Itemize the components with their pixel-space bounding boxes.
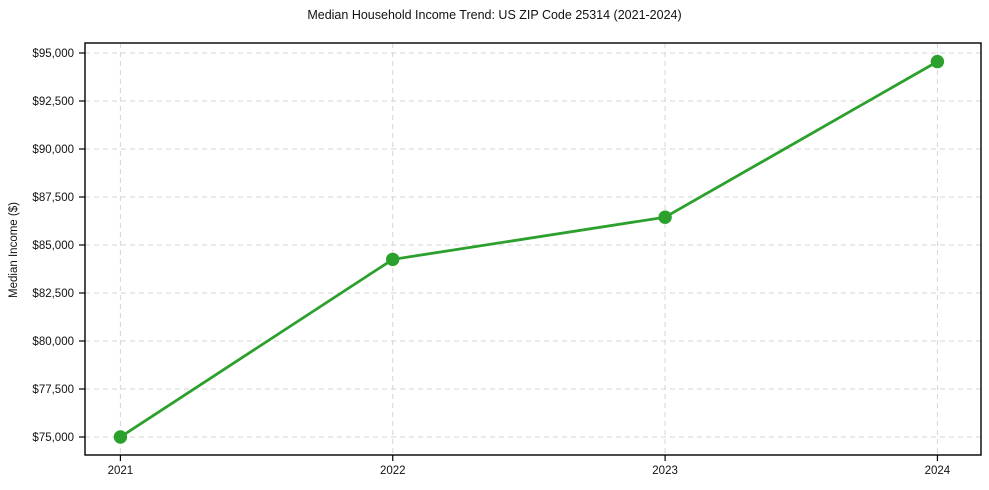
y-tick-label: $80,000 xyxy=(32,336,74,348)
y-tick-label: $87,500 xyxy=(32,192,74,204)
data-point-marker xyxy=(658,210,672,224)
x-tick-label: 2022 xyxy=(380,465,406,477)
y-tick-label: $77,500 xyxy=(32,384,74,396)
chart-title: Median Household Income Trend: US ZIP Co… xyxy=(307,8,682,22)
y-tick-label: $92,500 xyxy=(32,96,74,108)
axis-spine xyxy=(84,42,982,456)
x-tick-label: 2023 xyxy=(652,465,678,477)
data-point-marker xyxy=(113,430,128,444)
y-tick-label: $90,000 xyxy=(32,144,74,156)
y-tick-label: $82,500 xyxy=(32,288,74,300)
x-tick-label: 2024 xyxy=(925,465,951,477)
data-point-marker xyxy=(930,54,945,69)
y-tick-label: $75,000 xyxy=(32,432,74,444)
y-axis-label: Median Income ($) xyxy=(8,202,20,298)
x-tick-label: 2021 xyxy=(108,465,134,477)
y-tick-label: $85,000 xyxy=(32,240,74,252)
income-trend-line xyxy=(119,60,939,439)
y-tick-label: $95,000 xyxy=(32,48,74,60)
data-point-marker xyxy=(386,252,400,267)
